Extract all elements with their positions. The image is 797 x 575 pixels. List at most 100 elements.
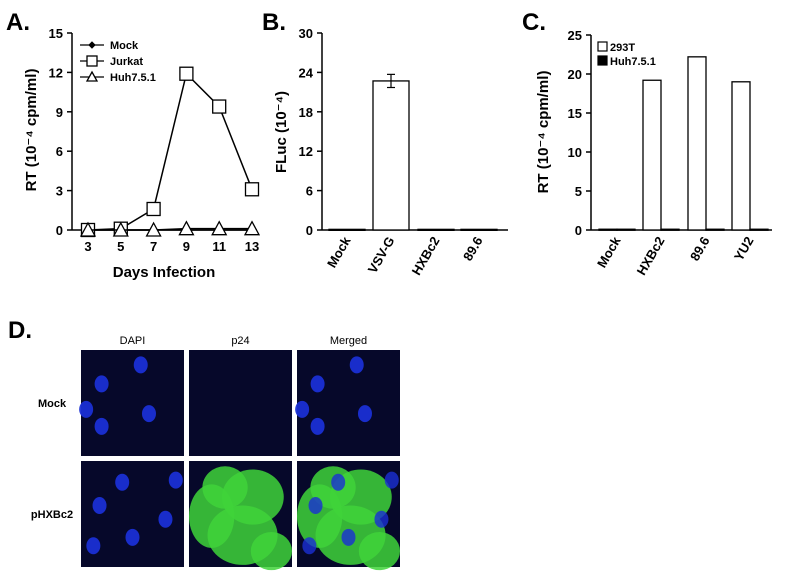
panel-a-label: A. [6, 9, 30, 36]
panel-c-bar-293t [687, 56, 707, 231]
panel-d-image-background [297, 350, 400, 456]
panel-d-nucleus [168, 471, 183, 489]
panel-a: A. RT (10⁻⁴ cpm/ml) Days Infection 0 3 6 9 1… [6, 9, 261, 281]
panel-d-nucleus [308, 497, 323, 515]
panel-a-ytick-label: 9 [56, 105, 63, 120]
panel-a-legend-marker-mock [88, 41, 96, 49]
panel-c-xtick-label: HXBc2 [634, 234, 668, 278]
panel-b-ytick-label: 12 [299, 144, 313, 159]
panel-a-xtick-label: 9 [183, 239, 190, 254]
panel-a-ytick-label: 15 [49, 26, 63, 41]
panel-b-ytick-label: 24 [299, 65, 314, 80]
panel-d-nucleus [349, 356, 364, 374]
panel-d-image-phxbc2-merged [297, 461, 400, 571]
panel-a-point-jurkat [146, 201, 161, 217]
panel-d-image-mock-merged [295, 350, 400, 456]
panel-b: B. FLuc (10⁻⁴) 0 6 12 18 24 30 Mock VSV-G HXBc2… [262, 9, 508, 278]
panel-c-ytick-label: 5 [575, 184, 582, 199]
panel-d-nucleus [141, 405, 156, 423]
panel-c-ytick-label: 25 [568, 28, 582, 43]
panel-c-bar-293t [731, 81, 751, 231]
panel-a-xtick-label: 3 [84, 239, 91, 254]
panel-d-column-label: p24 [231, 335, 249, 347]
panel-c-legend-swatch [597, 41, 608, 52]
panel-d-nucleus [295, 400, 310, 418]
panel-c-bar-huh7-5-1 [616, 228, 636, 231]
panel-d-image-background [189, 350, 292, 456]
panel-d-nucleus [158, 510, 173, 528]
panel-d-nucleus [374, 510, 389, 528]
panel-c-legend-label: Huh7.5.1 [610, 56, 656, 68]
panel-d-nucleus [115, 473, 130, 491]
panel-d-cell-signal [250, 532, 292, 571]
panel-d-nucleus [310, 375, 325, 393]
panel-b-bar [417, 228, 455, 231]
panel-d-nucleus [92, 497, 107, 515]
panel-b-xtick-label: Mock [324, 233, 354, 270]
panel-d-image-mock-p24 [189, 350, 292, 456]
panel-a-legend-label: Jurkat [110, 56, 143, 68]
panel-c-legend-label: 293T [610, 42, 635, 54]
panel-d-cell-signal [358, 532, 400, 571]
panel-a-ytick-label: 0 [56, 223, 63, 238]
panel-c-ytick-label: 10 [568, 145, 582, 160]
panel-d-column-label: DAPI [120, 335, 146, 347]
panel-a-ylabel: RT (10⁻⁴ cpm/ml) [23, 69, 40, 192]
panel-d-image-phxbc2-dapi [81, 461, 184, 567]
panel-b-xtick-label: VSV-G [365, 234, 398, 276]
panel-d-nucleus [94, 375, 109, 393]
panel-a-point-huh7-5-1 [79, 221, 97, 237]
panel-d-nucleus [86, 537, 101, 555]
panel-c-ytick-label: 20 [568, 67, 582, 82]
panel-b-bar [460, 228, 498, 231]
panel-b-label: B. [262, 9, 286, 36]
panel-c-label: C. [522, 9, 546, 36]
panel-a-xtick-label: 11 [212, 239, 226, 254]
panel-b-ytick-label: 30 [299, 26, 313, 41]
panel-a-line-jurkat [87, 72, 253, 231]
panel-c-xtick-label: 89.6 [687, 234, 713, 263]
panel-d-label: D. [8, 317, 32, 344]
panel-d-image-background [81, 350, 184, 456]
panel-d-row-label: Mock [38, 398, 67, 410]
panel-d-nucleus [384, 471, 399, 489]
panel-d-nucleus [133, 356, 148, 374]
panel-a-point-huh7-5-1 [211, 220, 228, 236]
panel-a-legend-marker-huh7-5-1 [85, 70, 99, 82]
panel-b-xtick-label: 89.6 [460, 234, 486, 263]
panel-a-point-huh7-5-1 [112, 221, 129, 237]
panel-d-image-phxbc2-p24 [189, 461, 292, 571]
panel-a-xtick-label: 13 [245, 239, 259, 254]
panel-a-point-jurkat [179, 66, 194, 81]
panel-a-legend-marker-jurkat [86, 55, 98, 67]
panel-b-ytick-label: 0 [306, 223, 313, 238]
panel-c-ytick-label: 15 [568, 106, 582, 121]
panel-c-ylabel: RT (10⁻⁴ cpm/ml) [535, 71, 552, 194]
panel-d-nucleus [310, 417, 325, 435]
panel-c-legend-swatch [597, 55, 608, 66]
panel-c-bar-huh7-5-1 [660, 228, 680, 231]
panel-b-ytick-label: 6 [306, 184, 313, 199]
panel-a-legend-label: Huh7.5.1 [110, 72, 156, 84]
panel-b-bar [328, 228, 366, 231]
panel-c-bar-huh7-5-1 [705, 228, 725, 231]
panel-a-legend-label: Mock [110, 40, 139, 52]
panel-d-nucleus [341, 528, 356, 546]
panel-d-column-label: Merged [330, 335, 367, 347]
panel-a-point-jurkat [212, 99, 227, 114]
panel-d-image-mock-dapi [79, 350, 184, 456]
panel-a-ytick-label: 12 [49, 65, 63, 80]
panel-a-point-huh7-5-1 [145, 221, 162, 237]
panel-b-ylabel: FLuc (10⁻⁴) [273, 91, 290, 173]
panel-a-point-jurkat [244, 182, 260, 197]
panel-b-xtick-label: HXBc2 [409, 234, 443, 278]
panel-a-xtick-label: 7 [150, 239, 157, 254]
panel-a-line-huh7-5-1 [88, 227, 252, 231]
panel-a-xtick-label: 5 [117, 239, 124, 254]
panel-c-bar-huh7-5-1 [749, 228, 769, 231]
panel-d-nucleus [357, 405, 372, 423]
panel-c-xtick-label: Mock [594, 233, 624, 270]
panel-d-nucleus [125, 528, 140, 546]
panel-d: D. DAPI p24 Merged Mock pHXBc2 [8, 317, 400, 571]
